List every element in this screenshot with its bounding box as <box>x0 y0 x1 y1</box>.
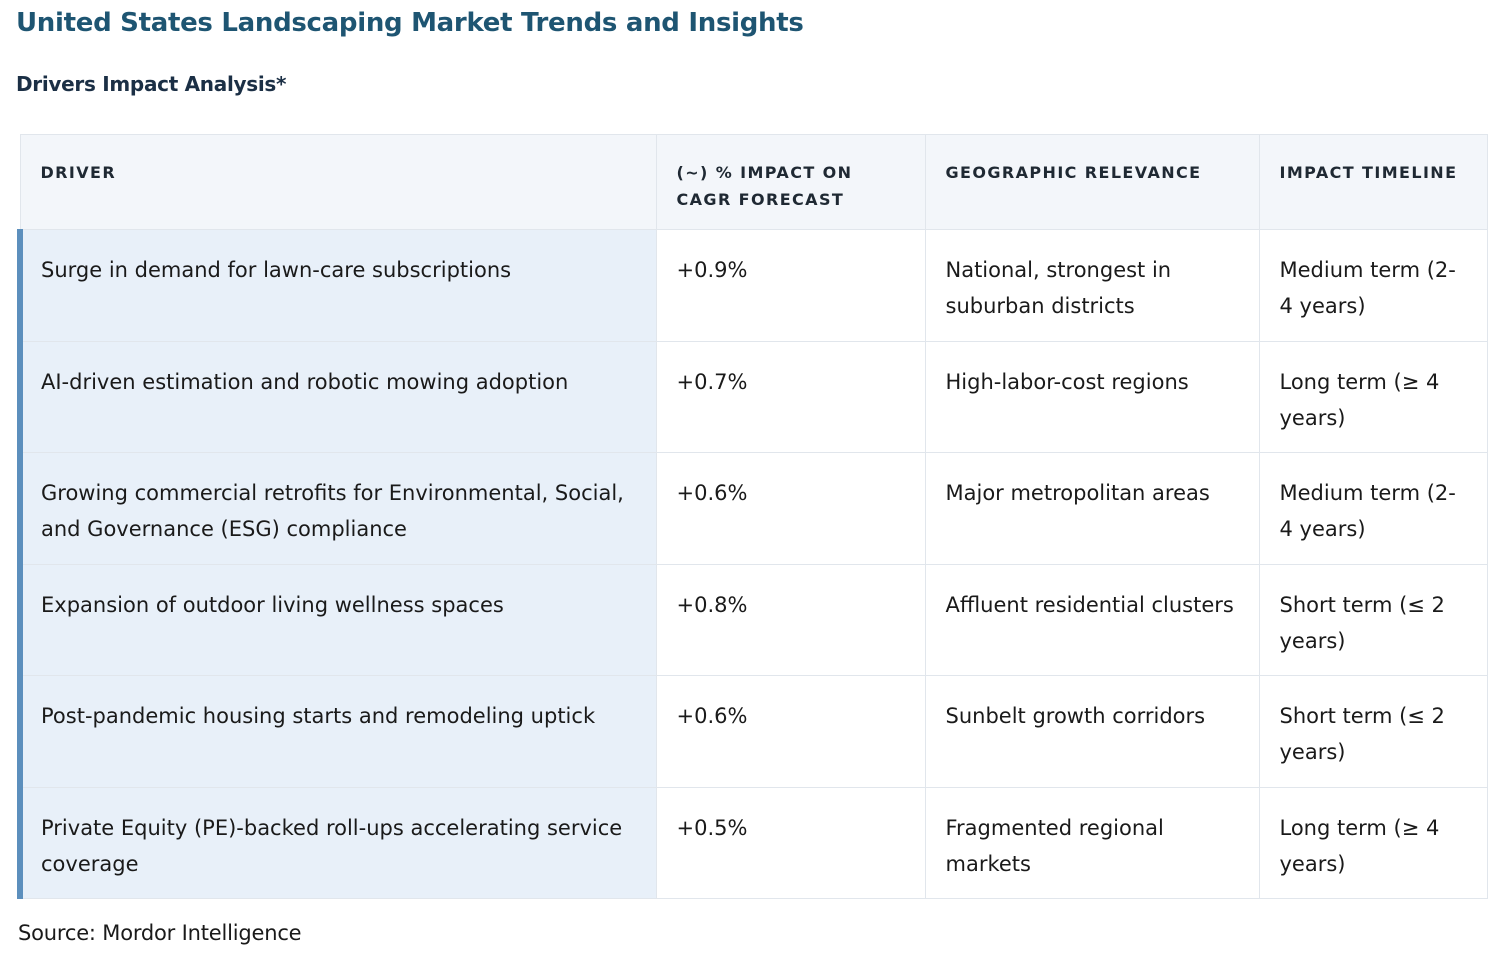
source-note: Source: Mordor Intelligence <box>18 921 302 945</box>
geography-cell: Sunbelt growth corridors <box>924 675 1260 788</box>
timeline-cell: Short term (≤ 2 years) <box>1258 563 1488 676</box>
table-row: AI-driven estimation and robotic mowing … <box>17 340 1488 453</box>
table-row: Surge in demand for lawn-care subscripti… <box>17 229 1488 342</box>
section-title: Drivers Impact Analysis* <box>16 72 287 96</box>
timeline-cell: Long term (≥ 4 years) <box>1258 786 1488 899</box>
geography-cell: Fragmented regional markets <box>924 786 1260 899</box>
drivers-impact-table: DRIVER (~) % IMPACT ON CAGR FORECAST GEO… <box>17 134 1488 899</box>
driver-cell: Post-pandemic housing starts and remodel… <box>17 675 657 788</box>
page-title: United States Landscaping Market Trends … <box>16 8 804 38</box>
column-header-impact: (~) % IMPACT ON CAGR FORECAST <box>655 134 926 230</box>
timeline-cell: Medium term (2-4 years) <box>1258 452 1488 565</box>
driver-cell: Surge in demand for lawn-care subscripti… <box>17 229 657 342</box>
timeline-cell: Long term (≥ 4 years) <box>1258 340 1488 453</box>
driver-cell: Growing commercial retrofits for Environ… <box>17 452 657 565</box>
table-row: Growing commercial retrofits for Environ… <box>17 452 1488 565</box>
table-row: Expansion of outdoor living wellness spa… <box>17 563 1488 676</box>
geography-cell: Major metropolitan areas <box>924 452 1260 565</box>
column-header-geography: GEOGRAPHIC RELEVANCE <box>924 134 1260 230</box>
impact-cell: +0.8% <box>655 563 926 676</box>
geography-cell: National, strongest in suburban district… <box>924 229 1260 342</box>
table-header-row: DRIVER (~) % IMPACT ON CAGR FORECAST GEO… <box>19 134 1488 230</box>
timeline-cell: Medium term (2-4 years) <box>1258 229 1488 342</box>
impact-cell: +0.7% <box>655 340 926 453</box>
table-row: Private Equity (PE)-backed roll-ups acce… <box>17 786 1488 899</box>
geography-cell: Affluent residential clusters <box>924 563 1260 676</box>
driver-cell: Expansion of outdoor living wellness spa… <box>17 563 657 676</box>
timeline-cell: Short term (≤ 2 years) <box>1258 675 1488 788</box>
impact-cell: +0.6% <box>655 675 926 788</box>
column-header-driver: DRIVER <box>19 134 657 230</box>
geography-cell: High-labor-cost regions <box>924 340 1260 453</box>
impact-cell: +0.9% <box>655 229 926 342</box>
impact-cell: +0.5% <box>655 786 926 899</box>
table-row: Post-pandemic housing starts and remodel… <box>17 675 1488 788</box>
driver-cell: Private Equity (PE)-backed roll-ups acce… <box>17 786 657 899</box>
impact-cell: +0.6% <box>655 452 926 565</box>
column-header-timeline: IMPACT TIMELINE <box>1258 134 1488 230</box>
driver-cell: AI-driven estimation and robotic mowing … <box>17 340 657 453</box>
